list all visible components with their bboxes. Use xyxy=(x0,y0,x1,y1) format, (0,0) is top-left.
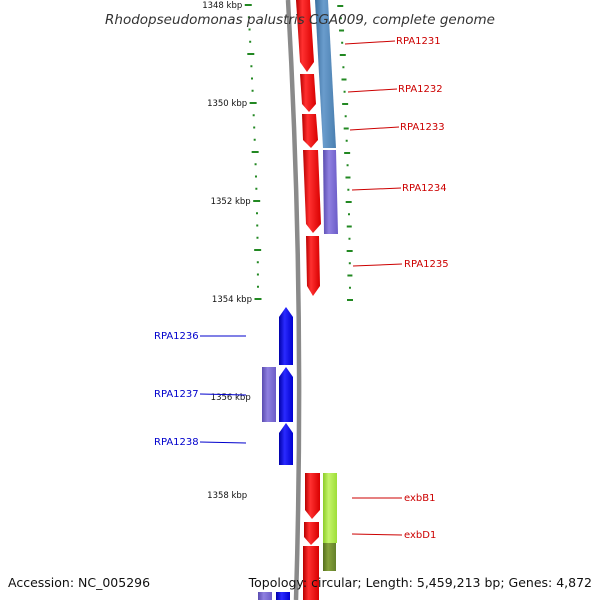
cog-bar-purple xyxy=(323,150,338,234)
gene-label-rpa1232: RPA1232 xyxy=(398,84,443,95)
cds-rpa1237 xyxy=(279,367,293,422)
gene-label-rpa1235: RPA1235 xyxy=(404,259,449,270)
leader-rpa1233 xyxy=(349,126,400,131)
scale-label: 1358 kbp xyxy=(207,491,247,501)
leader-rpa1235 xyxy=(352,263,403,267)
cds-reverse-continued xyxy=(276,592,290,600)
gene-label-rpa1236: RPA1236 xyxy=(154,331,199,342)
leader-exbd1 xyxy=(351,533,403,536)
gene-label-rpa1234: RPA1234 xyxy=(402,183,447,194)
map-title: Rhodopseudomonas palustris CGA009, compl… xyxy=(105,12,495,28)
cds-rpa1234 xyxy=(303,150,321,233)
cds-rpa1238 xyxy=(279,423,293,465)
scale-label: 1352 kbp xyxy=(211,197,251,207)
gene-label-rpa1238: RPA1238 xyxy=(154,437,199,448)
leader-rpa1238 xyxy=(199,441,247,444)
leader-rpa1231 xyxy=(344,40,396,45)
cog-ring xyxy=(315,0,338,571)
cds-rpa1231 xyxy=(296,0,314,72)
gene-labels: RPA1231 RPA1232 RPA1233 RPA1234 RPA1235 … xyxy=(154,36,449,541)
gene-label-rpa1231: RPA1231 xyxy=(396,36,441,47)
gene-label-rpa1237: RPA1237 xyxy=(154,389,199,400)
accession-text: Accession: NC_005296 xyxy=(8,575,150,590)
leader-rpa1232 xyxy=(347,88,398,93)
cds-exbd1 xyxy=(304,522,319,545)
cds-rpa1236 xyxy=(279,307,293,365)
gene-label-exbb1: exbB1 xyxy=(404,493,435,504)
leader-rpa1234 xyxy=(351,187,402,191)
cds-rpa1232 xyxy=(300,74,316,112)
scale-ticks-left xyxy=(244,4,262,300)
cog-bar-reverse-continued xyxy=(258,592,272,600)
scale-ticks-right xyxy=(337,5,353,301)
scale-label: 1354 kbp xyxy=(212,295,252,305)
cds-rpa1235 xyxy=(306,236,320,296)
cds-rpa1233 xyxy=(302,114,318,148)
leader-rpa1237 xyxy=(199,393,247,396)
genome-backbone xyxy=(285,0,302,600)
label-leaders xyxy=(199,40,403,536)
scale-label: 1348 kbp xyxy=(202,1,242,11)
gene-label-exbd1: exbD1 xyxy=(404,530,436,541)
gene-label-rpa1233: RPA1233 xyxy=(400,122,445,133)
cds-exbb1 xyxy=(305,473,320,519)
reverse-strand-cds xyxy=(258,307,293,600)
cog-bar-lime xyxy=(323,473,337,543)
cog-bar-purple-reverse xyxy=(262,367,276,422)
scale-label: 1356 kbp xyxy=(211,393,251,403)
scale-label: 1350 kbp xyxy=(207,99,247,109)
scale-labels: 1348 kbp 1350 kbp 1352 kbp 1354 kbp 1356 kbp… xyxy=(202,1,252,501)
cds-forward-continued xyxy=(303,546,319,600)
cog-bar-steelblue xyxy=(315,0,336,148)
genome-summary-text: Topology: circular; Length: 5,459,213 bp… xyxy=(248,575,592,590)
cog-bar-olive xyxy=(323,543,336,571)
forward-strand-cds xyxy=(296,0,321,600)
